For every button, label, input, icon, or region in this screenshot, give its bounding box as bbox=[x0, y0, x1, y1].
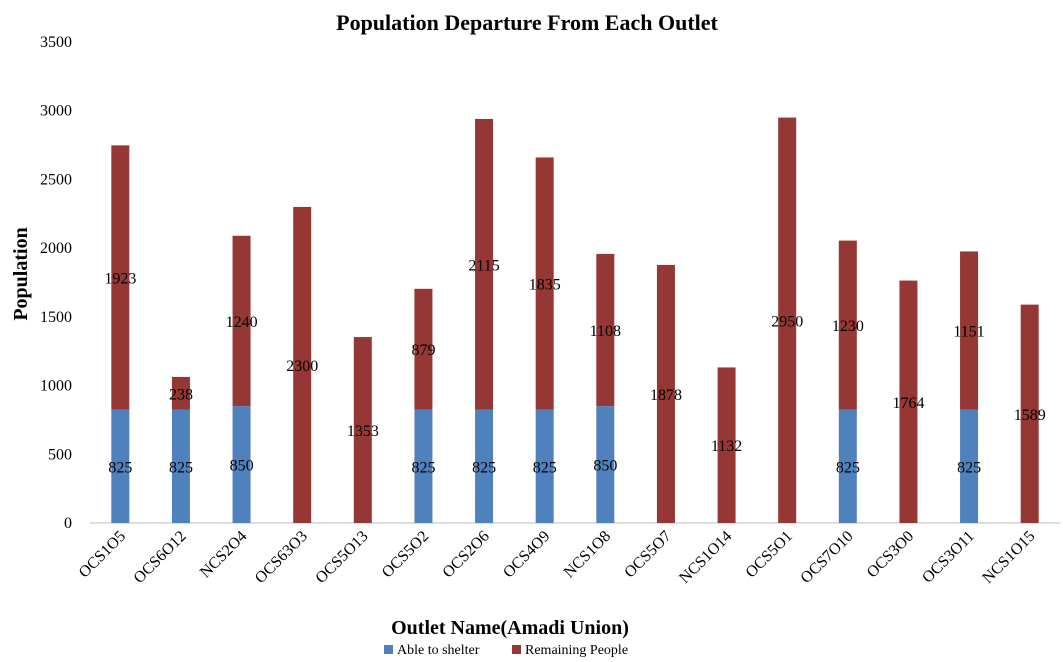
x-category-label: OCS5O1 bbox=[742, 528, 796, 582]
bar-remaining-people bbox=[535, 157, 554, 410]
data-label: 1353 bbox=[347, 423, 379, 440]
data-label: 1132 bbox=[711, 438, 742, 455]
x-category-label: OCS7O10 bbox=[797, 528, 856, 587]
data-label: 1240 bbox=[226, 314, 258, 331]
legend: Able to shelter Remaining People bbox=[384, 643, 628, 658]
bar-remaining-people bbox=[838, 240, 857, 410]
bar-able-to-shelter bbox=[838, 409, 857, 523]
data-label: 1108 bbox=[590, 323, 621, 340]
bar-remaining-people bbox=[293, 206, 312, 523]
y-tick-label: 0 bbox=[64, 515, 72, 532]
bar-able-to-shelter bbox=[475, 409, 494, 523]
data-labels: 825 1923 825 238 850 1240 2300 1353 825 879 825 211… bbox=[104, 257, 1045, 476]
x-category-label: OCS63O3 bbox=[252, 528, 311, 587]
bar-remaining-people bbox=[475, 118, 494, 410]
bar-remaining-people bbox=[232, 235, 251, 407]
data-label: 825 bbox=[169, 459, 193, 476]
data-label: 850 bbox=[230, 458, 254, 475]
legend-label-able-to-shelter: Able to shelter bbox=[397, 643, 480, 658]
bar-remaining-people bbox=[1020, 304, 1039, 523]
bar-able-to-shelter bbox=[414, 409, 433, 523]
x-axis-title: Outlet Name(Amadi Union) bbox=[391, 617, 629, 639]
x-category-label: NCS2O4 bbox=[197, 528, 251, 582]
x-axis-categories: OCS1O5 OCS6O12 NCS2O4 OCS63O3 OCS5O13 OCS5O2 O… bbox=[76, 528, 1039, 587]
data-label: 825 bbox=[533, 459, 557, 476]
data-label: 1835 bbox=[529, 277, 561, 294]
y-axis-ticks: 0 500 1000 1500 2000 2500 3000 3500 bbox=[40, 34, 72, 532]
x-category-label: NCS1O15 bbox=[979, 528, 1038, 587]
bar-able-to-shelter bbox=[111, 409, 130, 523]
bar-remaining-people bbox=[353, 337, 372, 523]
data-label: 1589 bbox=[1014, 407, 1046, 424]
bar-able-to-shelter bbox=[596, 406, 615, 523]
bar-able-to-shelter bbox=[232, 406, 251, 523]
bar-remaining-people bbox=[778, 117, 797, 523]
x-category-label: OCS5O13 bbox=[312, 528, 371, 587]
data-label: 825 bbox=[108, 459, 132, 476]
x-category-label: OCS3O0 bbox=[864, 528, 918, 582]
bar-remaining-people bbox=[656, 264, 675, 523]
data-label: 825 bbox=[411, 459, 435, 476]
data-label: 825 bbox=[957, 459, 981, 476]
data-label: 1230 bbox=[832, 318, 864, 335]
x-category-label: OCS3O11 bbox=[919, 528, 978, 587]
data-label: 238 bbox=[169, 386, 193, 403]
bar-remaining-people bbox=[414, 288, 433, 410]
bar-remaining-people bbox=[596, 253, 615, 407]
chart-title: Population Departure From Each Outlet bbox=[336, 10, 718, 35]
bar-remaining-people bbox=[960, 251, 979, 410]
y-tick-label: 1000 bbox=[40, 378, 72, 395]
bar-remaining-people bbox=[717, 367, 736, 523]
bar-remaining-people bbox=[899, 280, 918, 523]
x-category-label: OCS2O6 bbox=[439, 528, 493, 582]
data-label: 879 bbox=[411, 342, 435, 359]
data-label: 2300 bbox=[286, 358, 318, 375]
bars bbox=[111, 117, 1039, 523]
x-category-label: NCS1O14 bbox=[676, 528, 735, 587]
y-tick-label: 3000 bbox=[40, 103, 72, 120]
data-label: 1764 bbox=[892, 395, 924, 412]
y-tick-label: 500 bbox=[48, 446, 72, 463]
data-label: 850 bbox=[593, 458, 617, 475]
data-label: 1923 bbox=[104, 270, 136, 287]
data-label: 1878 bbox=[650, 387, 682, 404]
y-axis-title: Population bbox=[10, 227, 32, 320]
x-category-label: OCS6O12 bbox=[131, 528, 190, 587]
x-category-label: OCS5O7 bbox=[621, 528, 675, 582]
x-category-label: OCS5O2 bbox=[379, 528, 433, 582]
y-tick-label: 2000 bbox=[40, 240, 72, 257]
bar-remaining-people bbox=[111, 145, 130, 410]
x-category-label: OCS1O5 bbox=[76, 528, 130, 582]
data-label: 2115 bbox=[468, 257, 499, 274]
bar-able-to-shelter bbox=[171, 409, 190, 523]
data-label: 1151 bbox=[953, 324, 984, 341]
legend-swatch-remaining-people bbox=[512, 645, 521, 654]
bar-able-to-shelter bbox=[535, 409, 554, 523]
x-category-label: OCS4O9 bbox=[500, 528, 554, 582]
bar-remaining-people bbox=[171, 376, 190, 410]
data-label: 825 bbox=[836, 459, 860, 476]
y-tick-label: 3500 bbox=[40, 34, 72, 51]
y-tick-label: 2500 bbox=[40, 171, 72, 188]
data-label: 825 bbox=[472, 459, 496, 476]
y-tick-label: 1500 bbox=[40, 309, 72, 326]
x-category-label: NCS1O8 bbox=[561, 528, 615, 582]
bar-able-to-shelter bbox=[960, 409, 979, 523]
legend-label-remaining-people: Remaining People bbox=[525, 643, 628, 658]
data-label: 2950 bbox=[771, 313, 803, 330]
legend-swatch-able-to-shelter bbox=[384, 645, 393, 654]
